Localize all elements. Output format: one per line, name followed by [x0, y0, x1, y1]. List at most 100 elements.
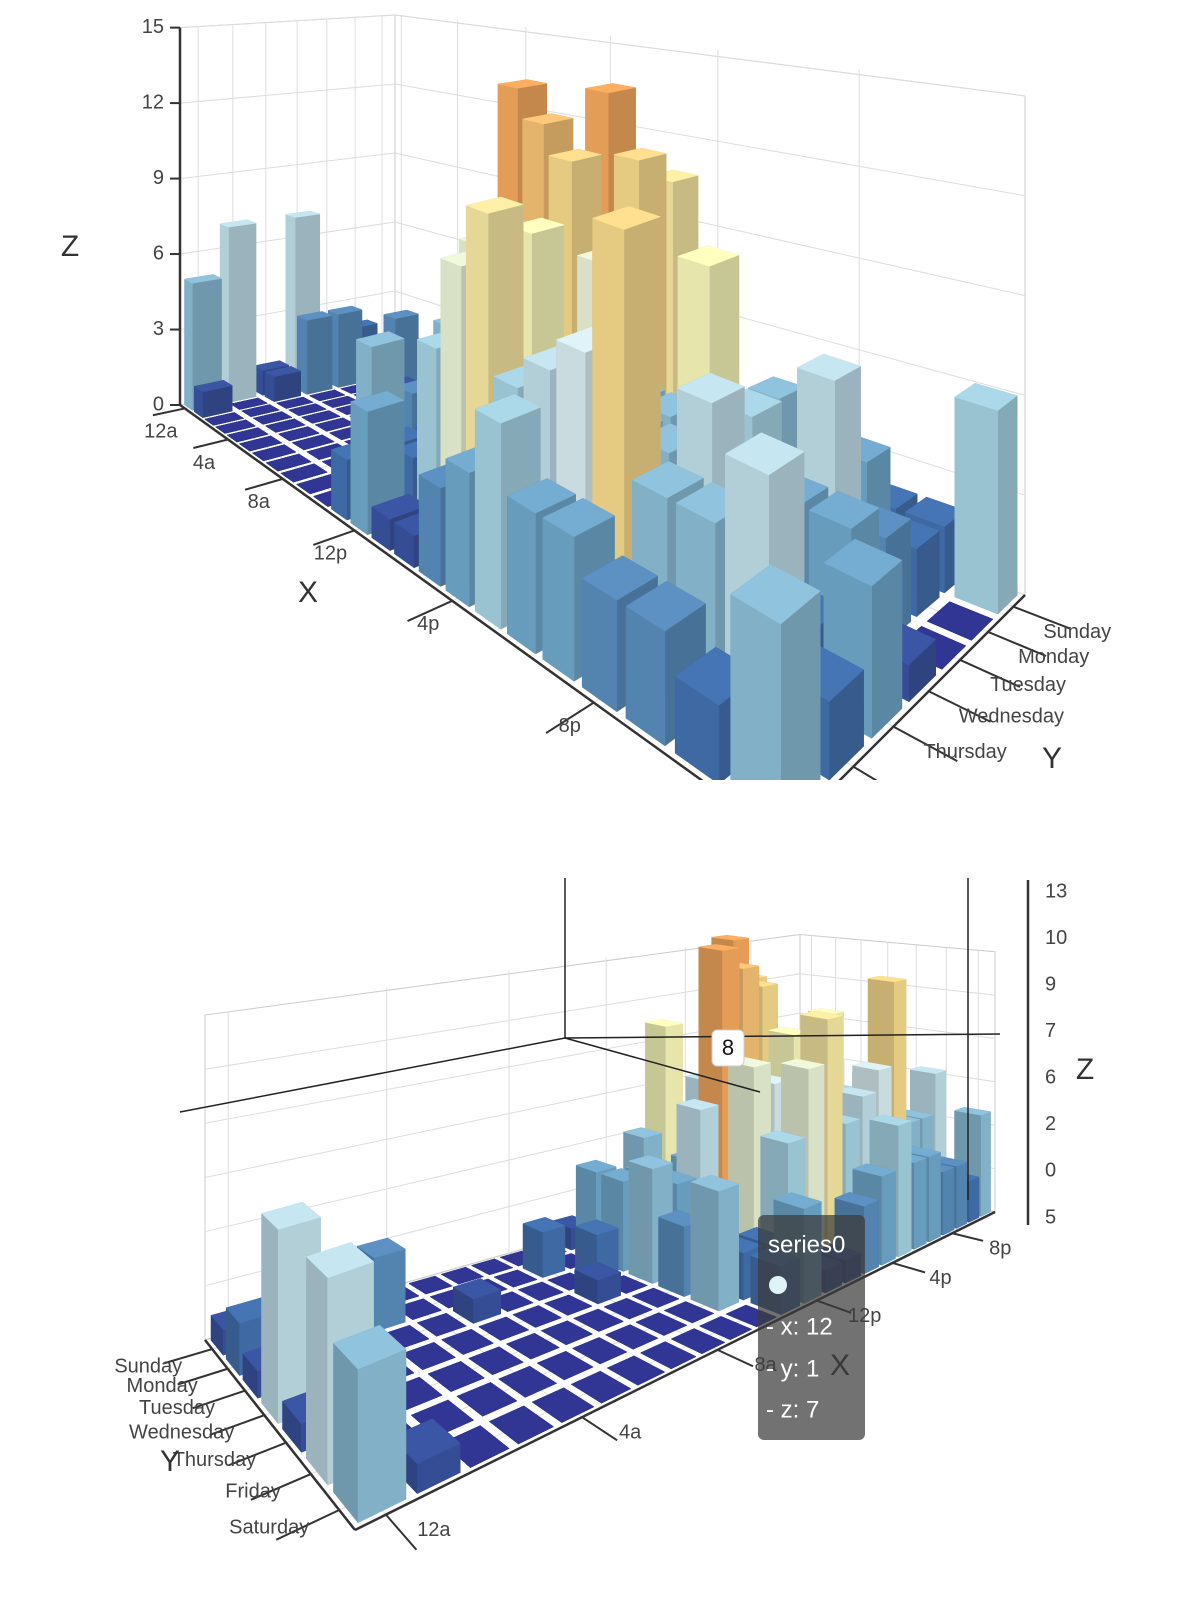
y-tick-mark — [228, 1441, 287, 1467]
bar-top — [183, 274, 223, 284]
bar-top — [512, 1305, 563, 1328]
z-tick-label: 9 — [153, 167, 164, 189]
x-tick-mark — [385, 1513, 418, 1551]
bar-face — [997, 395, 1018, 615]
bar-top — [698, 944, 740, 951]
bar-top — [333, 1324, 407, 1370]
bar — [288, 403, 327, 416]
bar-top — [219, 219, 257, 228]
bar — [540, 1320, 594, 1346]
z-tick-label: 6 — [1045, 1067, 1056, 1089]
bar-face — [331, 449, 348, 521]
bar-top — [308, 389, 346, 402]
bar-top — [305, 1242, 375, 1279]
tooltip-box — [758, 1215, 865, 1440]
axis-line — [179, 403, 704, 780]
bar-face — [690, 1181, 720, 1312]
y-tick-label: Monday — [127, 1375, 198, 1397]
bar-top — [252, 411, 293, 425]
bar — [572, 1337, 628, 1365]
z-tick-label: 3 — [153, 318, 164, 340]
chart-top: 12a 4a 8a 12p 4p 8p Sunday Monday Tuesday Wednesd… — [142, 14, 1111, 849]
bar-top — [724, 432, 805, 476]
bar-top — [836, 1086, 876, 1097]
bar-top — [531, 1387, 595, 1423]
bar-face — [968, 1176, 980, 1223]
x-tick-label: 12p — [314, 543, 347, 565]
grid-line — [179, 83, 396, 104]
grid-line — [204, 1012, 996, 1124]
bar-top — [759, 1130, 806, 1144]
bar — [291, 434, 335, 451]
bar — [241, 404, 280, 417]
bar-top — [356, 1237, 406, 1259]
bar-top — [954, 383, 1018, 411]
bar — [183, 274, 223, 411]
hover-label-box — [711, 1029, 745, 1067]
bar — [308, 389, 346, 402]
bar-top — [300, 410, 341, 424]
bar-face — [628, 1160, 653, 1284]
bar-top — [505, 1333, 560, 1360]
bar-face — [507, 495, 536, 655]
bar-top — [241, 404, 280, 417]
bar — [470, 1258, 514, 1276]
bar — [604, 1324, 659, 1350]
y-tick-label: Friday — [883, 781, 939, 803]
z-tick-label: 0 — [1045, 1160, 1056, 1182]
bar-top — [625, 580, 706, 632]
bar-top — [628, 1155, 674, 1170]
bar-top — [238, 435, 283, 452]
x-tick-mark — [193, 438, 229, 449]
bar — [690, 1174, 740, 1312]
z-tick-label: 7 — [1045, 1020, 1056, 1042]
axis-pointer — [564, 1033, 1001, 1039]
bar — [488, 1405, 554, 1445]
bar-top — [441, 1329, 494, 1355]
tooltip-marker — [769, 1276, 787, 1294]
bar-top — [280, 463, 328, 483]
bar — [570, 1370, 632, 1404]
bar-face — [981, 1111, 991, 1217]
y-tick-mark — [250, 1473, 312, 1501]
bar-top — [488, 1405, 554, 1445]
bar — [493, 1269, 538, 1288]
bar — [954, 382, 1018, 615]
bar-top — [698, 1316, 753, 1340]
y-tick-label: Saturday — [837, 827, 917, 849]
z-axis-title: Z — [61, 230, 79, 263]
bar-top — [382, 309, 420, 319]
x-tick-label: 4p — [929, 1267, 951, 1289]
bar-top — [800, 1010, 843, 1020]
bar-top — [670, 1328, 726, 1354]
tooltip-title: series0 — [768, 1231, 845, 1258]
bar-top — [214, 419, 257, 434]
bar-top — [639, 1341, 697, 1370]
bar — [265, 453, 312, 472]
bar-top — [575, 1159, 617, 1173]
bar — [452, 1278, 502, 1324]
y-tick-mark — [177, 1367, 229, 1386]
tooltip: series0 - x: 12 - y: 1 - z: 7 — [758, 1215, 865, 1440]
bar-top — [606, 1355, 666, 1386]
bar — [277, 426, 320, 442]
bar-top — [416, 1313, 467, 1337]
chart-bottom: 12a4a8a12p4p8pSundayMondayTuesdayWednesd… — [114, 880, 1067, 1551]
bar-top — [926, 601, 994, 641]
bar — [264, 418, 306, 433]
bar-face — [445, 458, 470, 608]
bar — [606, 1355, 666, 1386]
bar — [193, 379, 233, 419]
bar-face — [881, 1170, 896, 1266]
bar-top — [631, 461, 704, 499]
bar-top — [408, 1275, 453, 1295]
bar-face — [373, 1248, 406, 1333]
bar-top — [614, 147, 667, 161]
bar-top — [834, 1192, 880, 1207]
bar-face — [522, 1223, 543, 1278]
bar — [401, 1342, 456, 1370]
bar-top — [603, 1298, 653, 1320]
bar-top — [468, 1346, 524, 1375]
y-tick-mark — [192, 1389, 246, 1410]
